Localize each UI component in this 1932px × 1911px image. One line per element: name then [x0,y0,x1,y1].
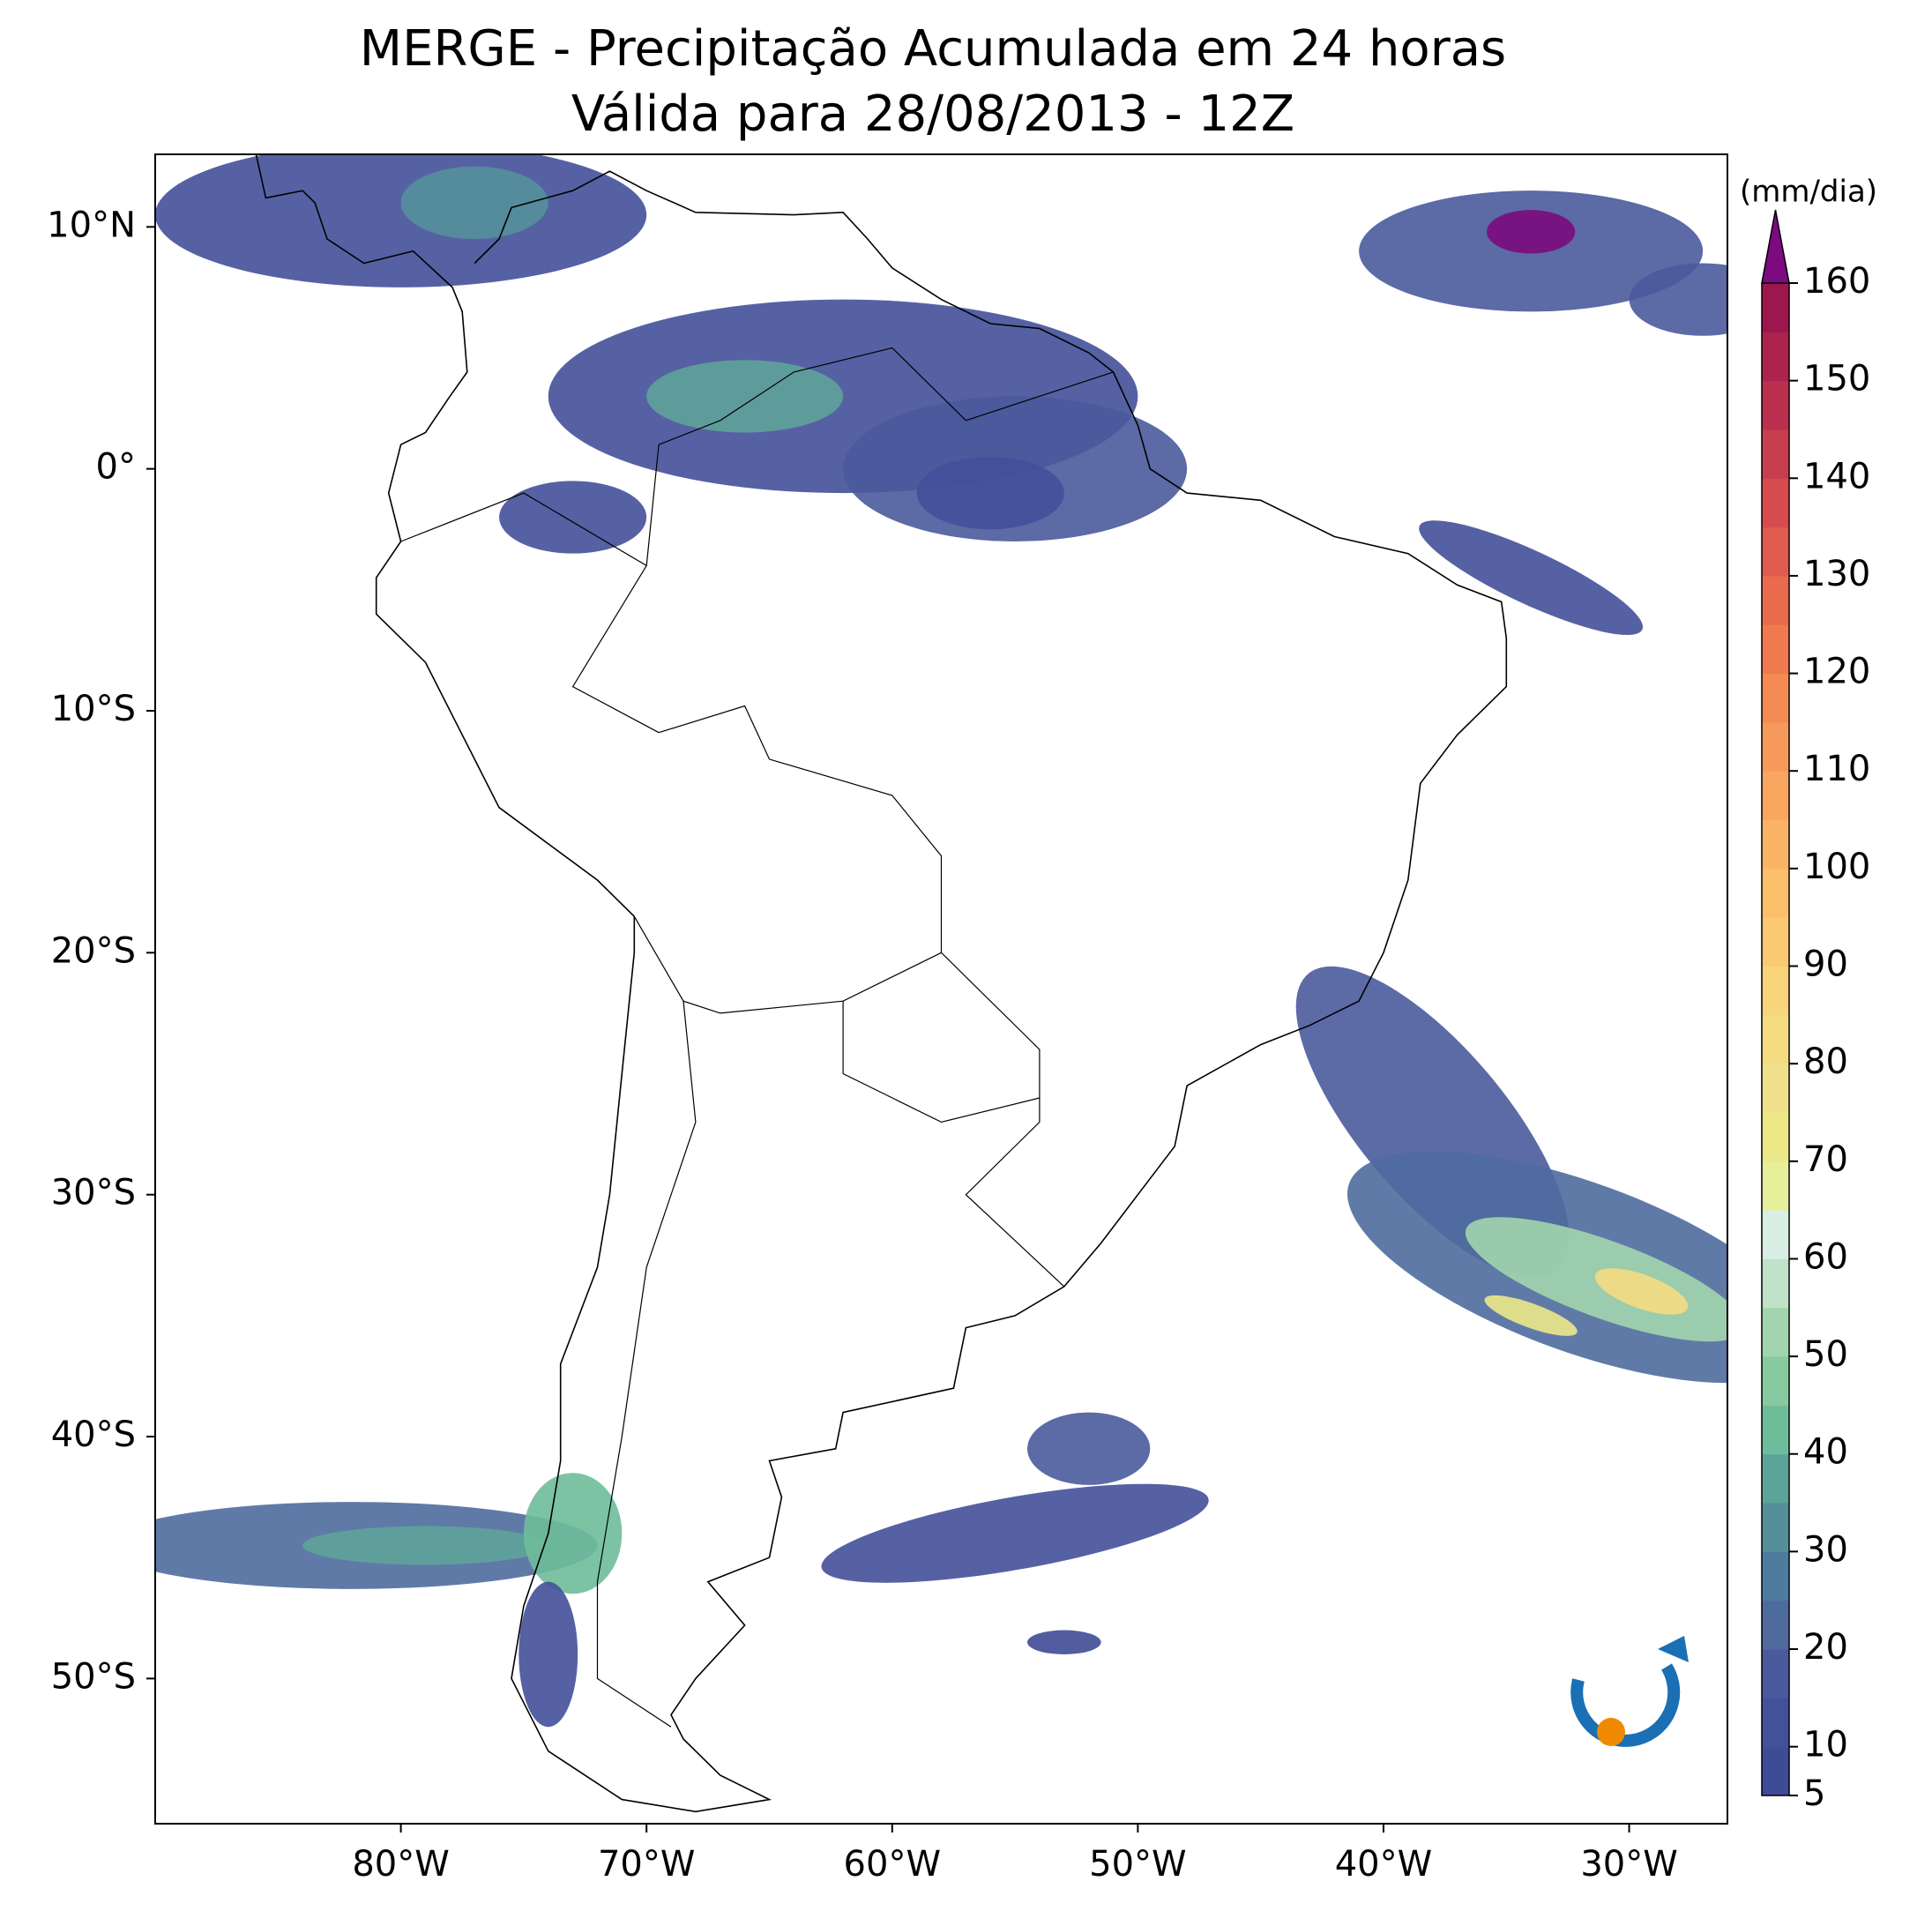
y-tick-label: 10°N [47,205,136,245]
coastline [255,154,1508,1813]
map-frame [154,153,1728,1825]
precip-area [523,1473,623,1594]
border [633,915,942,1014]
y-tick-label: 0° [96,447,136,488]
colorbar-bin [1762,1453,1789,1504]
colorbar-bin [1762,819,1789,870]
colorbar-bin [1762,771,1789,821]
precip-area [400,166,548,240]
colorbar-frame [1761,283,1790,1796]
border [658,705,1065,1288]
precip-area [1484,1295,1578,1336]
precip-area [1486,210,1576,254]
colorbar-tick-label: 60 [1803,1236,1848,1277]
colorbar-tick-label: 50 [1803,1334,1848,1375]
precip-area [821,1483,1209,1583]
colorbar-tick-label: 140 [1803,456,1870,496]
colorbar-bin [1762,721,1789,772]
colorbar-tick-label: 90 [1803,944,1848,985]
colorbar-bin [1762,575,1789,625]
map [155,154,1727,1813]
colorbar-bin [1762,380,1789,430]
colorbar-bin [1762,1014,1789,1064]
colorbar-bin [1762,1649,1789,1698]
x-tick-label: 30°W [1580,1844,1677,1885]
colorbar-bin [1762,283,1789,332]
logo [1570,1636,1689,1747]
colorbar-bin [1762,429,1789,479]
colorbar-bin [1762,526,1789,577]
colorbar-tick-label: 20 [1803,1627,1848,1668]
border [400,492,647,566]
colorbar-tick-label: 80 [1803,1041,1848,1082]
precip-area [302,1526,548,1565]
colorbar-bin [1762,1698,1789,1748]
colorbar-tick-label: 160 [1803,261,1870,302]
colorbar-bin [1762,1112,1789,1162]
colorbar-bin [1762,1503,1789,1552]
y-tick-label: 10°S [51,689,136,729]
y-tick-label: 30°S [51,1173,136,1213]
colorbar-bin [1762,966,1789,1016]
y-tick-label: 40°S [51,1415,136,1455]
x-tick-label: 40°W [1335,1844,1432,1885]
logo-arc [1570,1663,1681,1747]
colorbar-tick-label: 130 [1803,554,1870,594]
colorbar-tick-label: 10 [1803,1725,1848,1765]
precip-area [1419,520,1644,636]
x-tick-label: 80°W [352,1844,449,1885]
colorbar-tick-label: 100 [1803,847,1870,887]
precip-area [1629,263,1727,336]
colorbar-tick-label: 150 [1803,359,1870,399]
colorbar-bin [1762,1258,1789,1309]
colorbar-bin [1762,1307,1789,1357]
precip-area [155,154,647,287]
colorbar-bin [1762,1551,1789,1601]
colorbar-bin [1762,1356,1789,1406]
colorbar-bin [1762,1405,1789,1455]
logo-dot [1597,1718,1625,1746]
colorbar-label: (mm/dia) [1740,175,1877,210]
colorbar-extend [1761,209,1790,284]
colorbar-bin [1762,1210,1789,1259]
x-tick-label: 50°W [1089,1844,1186,1885]
colorbar-tick-label: 40 [1803,1432,1848,1473]
colorbar-tick-label: 5 [1803,1773,1825,1814]
precip-area [518,1581,578,1728]
x-tick-label: 60°W [844,1844,941,1885]
colorbar-tick-label: 110 [1803,749,1870,789]
chart-subtitle: Válida para 28/08/2013 - 12Z [571,86,1294,143]
colorbar-bin [1762,1064,1789,1113]
border [842,1001,1041,1123]
colorbar-bin [1762,478,1789,528]
precip-area [916,456,1064,530]
colorbar-bin [1762,868,1789,918]
colorbar-bin [1762,1746,1789,1796]
colorbar-bin [1762,1600,1789,1650]
colorbar-tick-label: 70 [1803,1139,1848,1180]
colorbar-tick-label: 30 [1803,1529,1848,1570]
x-tick-label: 70°W [598,1844,695,1885]
colorbar-bin [1762,332,1789,382]
border [596,1001,697,1728]
y-tick-label: 50°S [51,1656,136,1697]
colorbar-tick-label: 120 [1803,652,1870,692]
colorbar-bin [1762,673,1789,723]
colorbar-bin [1762,1161,1789,1211]
chart-title: MERGE - Precipitação Acumulada em 24 hor… [360,20,1506,78]
precip-area [1594,1268,1689,1315]
precip-area [499,481,647,554]
precip-area [1027,1630,1101,1654]
y-tick-label: 20°S [51,930,136,971]
precip-area [646,360,844,433]
precip-area [1027,1412,1151,1485]
border [571,347,1114,734]
colorbar-bin [1762,917,1789,967]
logo-arrow [1658,1636,1689,1662]
colorbar-bin [1762,624,1789,675]
